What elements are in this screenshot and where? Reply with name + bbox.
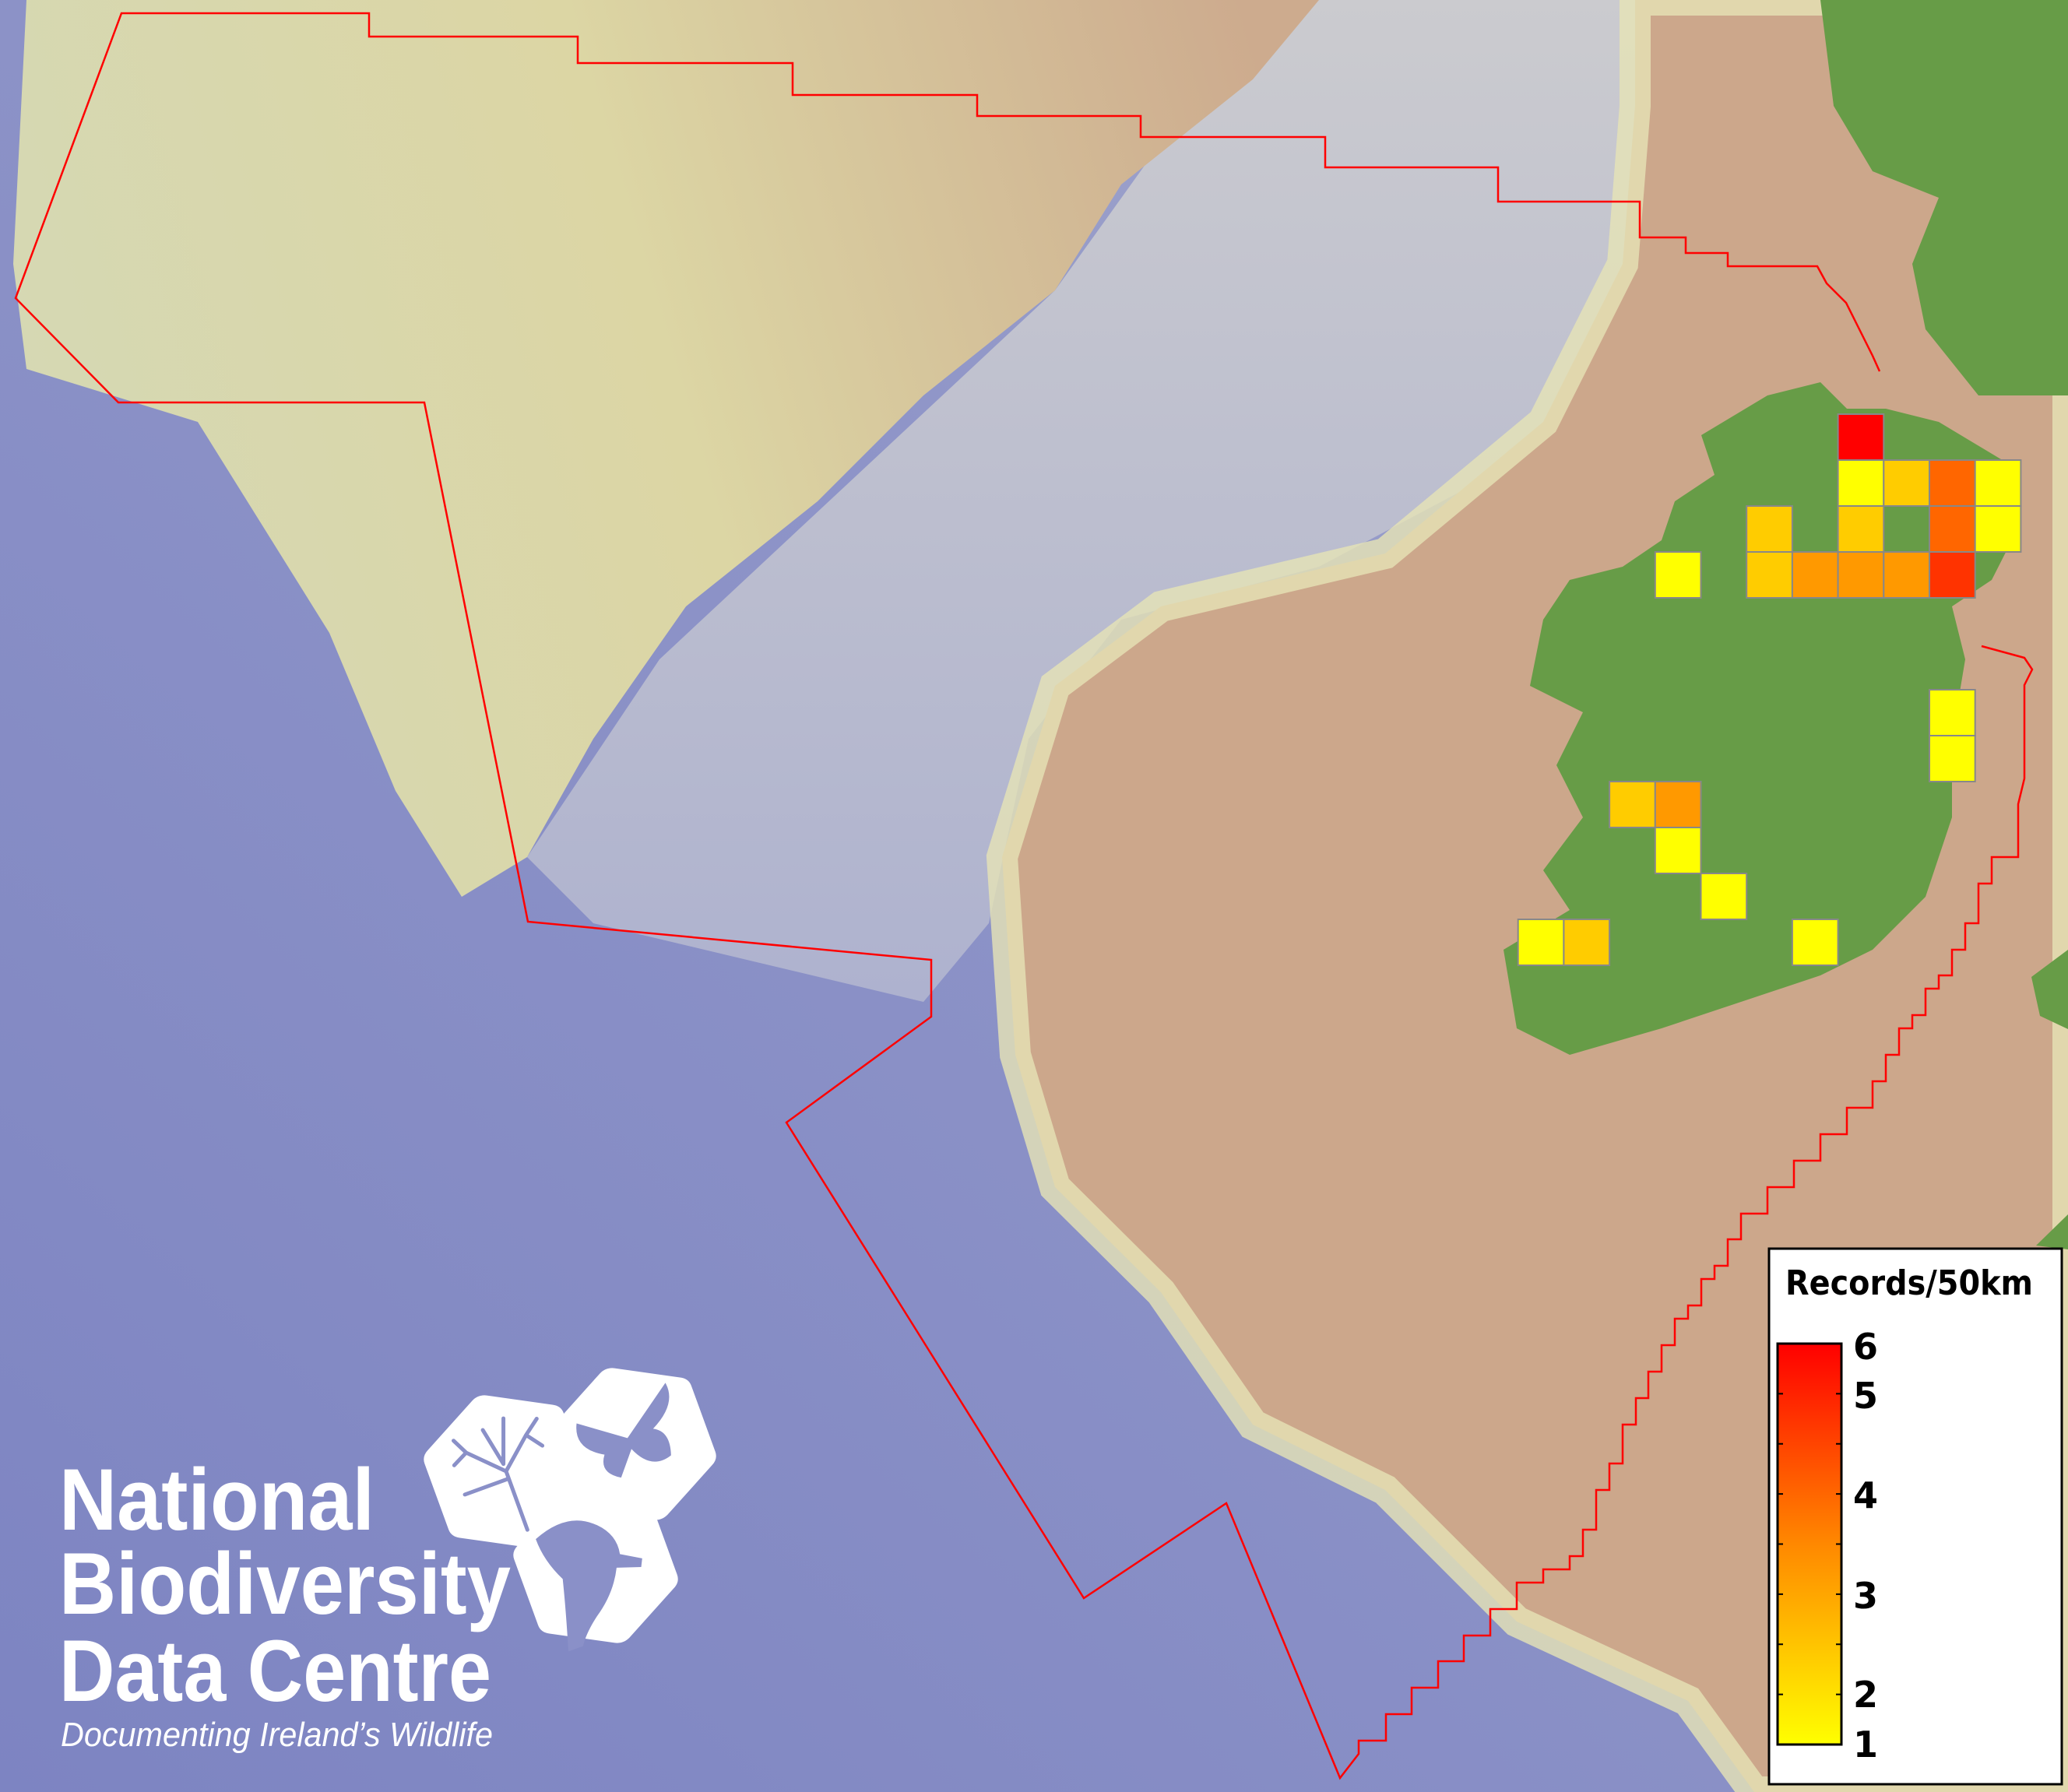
logo-line-data-centre: Data Centre	[59, 1622, 491, 1720]
grid-cell-value-2	[1837, 505, 1885, 553]
wales-landmass	[2031, 950, 2068, 1029]
grid-cell-value-2	[1883, 459, 1931, 507]
eez-boundary-line	[14, 12, 2034, 1780]
seahorse-icon	[536, 1520, 642, 1652]
nbdc-logo: National Biodiversity Data Centre Docume…	[59, 1368, 716, 1754]
legend-tick-label: 1	[1853, 1723, 1878, 1766]
grid-cell-value-2	[1746, 505, 1793, 553]
grid-cells	[1517, 413, 2022, 966]
grid-cell-value-1	[1700, 873, 1748, 920]
legend-tick-label: 2	[1853, 1674, 1878, 1716]
legend-tick-label: 6	[1853, 1326, 1878, 1368]
legend-title: Records/50km	[1785, 1263, 2033, 1303]
england-landmass	[2036, 1214, 2068, 1249]
butterfly-icon	[576, 1383, 671, 1478]
scotland-landmass	[1820, 0, 2068, 395]
tree-hexagon	[424, 1395, 589, 1548]
legend-colorbar	[1776, 1342, 1843, 1746]
logo-line-national: National	[59, 1451, 375, 1548]
legend: Records/50km 6 5 4 3 2 1	[1767, 1247, 2063, 1786]
grid-cell-value-1	[1929, 735, 1976, 782]
grid-cell-value-4	[1929, 505, 1976, 553]
grid-cell-value-1	[1974, 459, 2022, 507]
logo-tagline: Documenting Ireland’s Wildlife	[61, 1716, 493, 1754]
grid-cell-value-3	[1883, 551, 1931, 599]
grid-cell-value-6	[1837, 413, 1885, 461]
grid-cell-value-1	[1929, 689, 1976, 736]
grid-cell-value-3	[1791, 551, 1839, 599]
seahorse-hexagon	[513, 1491, 678, 1652]
grid-cell-value-1	[1791, 919, 1839, 966]
grid-cell-value-3	[1654, 781, 1702, 828]
grid-cell-value-4	[1929, 459, 1976, 507]
grid-cell-value-3	[1837, 551, 1885, 599]
legend-tick-label: 5	[1853, 1375, 1878, 1417]
legend-tick-label: 4	[1853, 1474, 1878, 1516]
rockall-trough	[527, 0, 1648, 1002]
logo-line-biodiversity: Biodiversity	[59, 1535, 511, 1632]
tree-icon	[451, 1416, 545, 1532]
grid-cell-value-5	[1929, 551, 1976, 599]
grid-cell-value-2	[1563, 919, 1611, 966]
grid-cell-value-1	[1517, 919, 1565, 966]
legend-tick-label: 3	[1853, 1575, 1878, 1617]
grid-cell-value-2	[1746, 551, 1793, 599]
grid-cell-value-1	[1974, 505, 2022, 553]
grid-cell-value-1	[1654, 827, 1702, 874]
butterfly-hexagon	[551, 1368, 716, 1520]
grid-cell-value-1	[1654, 551, 1702, 599]
ireland-landmass	[1504, 382, 2018, 1055]
grid-cell-value-1	[1837, 459, 1885, 507]
rockall-plateau	[13, 0, 1319, 897]
legend-ticks: 6 5 4 3 2 1	[1778, 1326, 1878, 1766]
grid-cell-value-2	[1609, 781, 1656, 828]
